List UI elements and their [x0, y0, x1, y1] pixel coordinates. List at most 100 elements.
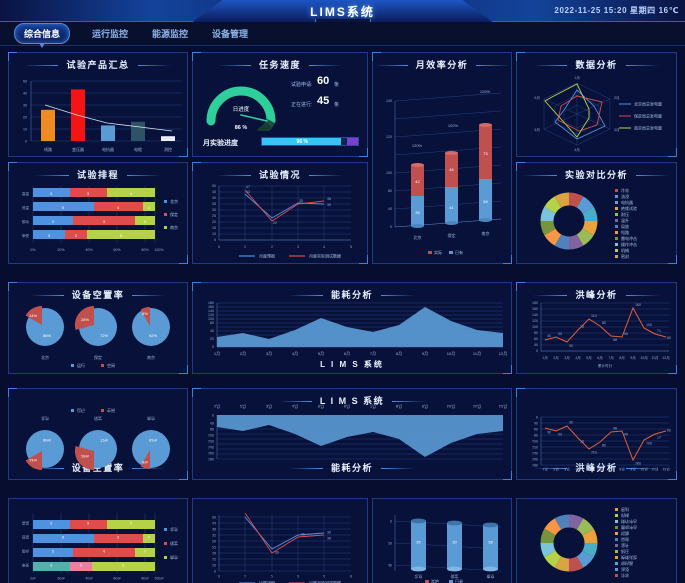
svg-text:3月: 3月: [564, 467, 570, 472]
svg-text:4月: 4月: [575, 467, 581, 472]
svg-text:20%: 20%: [57, 576, 65, 580]
svg-text:1: 1: [148, 535, 151, 540]
svg-text:71: 71: [657, 329, 661, 333]
panel-title-product-summary: 试验产品汇总: [9, 58, 187, 71]
svg-text:1月: 1月: [542, 467, 548, 472]
svg-text:4月: 4月: [575, 355, 581, 360]
panel-title-test-status: 试验情况: [193, 168, 367, 181]
svg-text:2: 2: [130, 521, 133, 526]
app-title: LIMS系统: [310, 5, 375, 19]
nav-item-comprehensive[interactable]: 综合信息: [14, 23, 71, 48]
svg-text:电抗器: 电抗器: [621, 199, 633, 205]
stat-ongoing-label: 正在进行:: [291, 102, 313, 108]
svg-text:3: 3: [117, 535, 120, 540]
svg-text:100: 100: [646, 323, 652, 327]
svg-text:73: 73: [483, 151, 488, 156]
svg-text:密封: 密封: [621, 507, 629, 513]
svg-text:1: 1: [244, 574, 246, 578]
svg-text:8月: 8月: [619, 467, 625, 472]
panel-title-flood-2: 洪峰分析: [517, 461, 676, 474]
svg-text:9月: 9月: [630, 467, 636, 472]
svg-text:累计时针: 累计时针: [598, 363, 613, 368]
svg-text:120: 120: [532, 445, 538, 449]
panel-test-schedule: 试验排程 3 3 4 5 4 1 2 3 1 3 2 5 高温 低温 振动 审受 0% 20% …: [8, 162, 188, 264]
chart-energy-area: 180 160 140 120 100 80 40 20 0 1月 2月 3月 …: [208, 301, 507, 356]
svg-text:局放: 局放: [621, 223, 629, 229]
svg-text:高温: 高温: [22, 521, 30, 526]
svg-text:140: 140: [532, 451, 538, 455]
svg-text:12月: 12月: [499, 404, 507, 409]
svg-text:80: 80: [210, 427, 214, 431]
panel-test-schedule-reflection: 3 2 4 2 4 1 5 3 1 3 3 2 审受 振动 低温 高温 0% 20% 40% 6…: [8, 498, 188, 583]
svg-text:低温: 低温: [22, 205, 30, 210]
svg-text:60: 60: [534, 427, 538, 431]
svg-text:4: 4: [323, 245, 325, 249]
svg-text:耐压: 耐压: [621, 549, 629, 555]
svg-text:55: 55: [558, 432, 562, 436]
svg-text:110: 110: [591, 450, 597, 454]
svg-text:北京: 北京: [41, 416, 49, 422]
svg-text:3月: 3月: [266, 351, 272, 356]
svg-text:1月: 1月: [574, 75, 580, 80]
chart-donut-experiment-compare: 冷冻 油浸 电抗器 绝缘试验 耐压 温升 局放 短路 雷电冲击 操作冲击 机械 …: [540, 187, 637, 259]
svg-text:审受: 审受: [22, 233, 30, 238]
svg-text:北京局总发电量: 北京局总发电量: [634, 101, 662, 107]
svg-text:71: 71: [657, 435, 661, 439]
svg-text:180: 180: [208, 301, 214, 305]
svg-text:10月: 10月: [447, 404, 455, 409]
panel-flood-reflection: 洪峰分析 180 160 140 120 100 80 60 40 0 40 55…: [516, 388, 677, 480]
svg-text:22: 22: [273, 221, 277, 225]
stat-request-unit: 条: [334, 82, 340, 88]
panel-title-month-efficiency: 月效率分析: [373, 58, 511, 71]
svg-text:30: 30: [23, 104, 27, 108]
svg-text:40%: 40%: [85, 248, 93, 252]
svg-text:雷电冲击: 雷电冲击: [621, 525, 637, 531]
panel-test-status: 试验情况 50 45 40 35 30 25 20 15 10 0 47 43 2…: [192, 162, 368, 264]
nav-item-run-monitor[interactable]: 运行监控: [92, 29, 129, 39]
panel-title-energy-2: L I M S 系统: [193, 394, 511, 407]
svg-text:20%: 20%: [57, 248, 65, 252]
svg-text:3: 3: [297, 245, 299, 249]
svg-text:100%: 100%: [154, 576, 164, 580]
svg-text:22: 22: [301, 532, 305, 536]
svg-text:保定: 保定: [448, 232, 456, 238]
svg-text:38: 38: [212, 527, 216, 531]
svg-text:北京: 北京: [414, 234, 422, 240]
svg-text:1: 1: [244, 245, 246, 249]
chart-device-idle-pies: 86% 14% 北京 72% 28% 保定 92% 8% 南京 运行 空闲: [25, 305, 170, 368]
svg-text:180: 180: [532, 463, 538, 467]
panel-title-flood: 洪峰分析: [517, 288, 676, 301]
svg-text:2: 2: [271, 245, 273, 249]
svg-text:1: 1: [148, 205, 151, 210]
svg-text:7月: 7月: [608, 355, 614, 360]
svg-text:保定: 保定: [94, 354, 102, 360]
nav-item-energy-monitor[interactable]: 能源监控: [152, 29, 189, 39]
nav-item-device-manage[interactable]: 设备管理: [212, 29, 249, 39]
svg-text:测控: 测控: [164, 146, 172, 152]
stat-request-label: 试验申请:: [291, 82, 313, 88]
svg-text:1月: 1月: [214, 404, 220, 409]
progress-label: 月实验进度: [203, 140, 238, 147]
svg-text:2月: 2月: [240, 404, 246, 409]
svg-text:140: 140: [532, 313, 538, 317]
svg-text:保定: 保定: [451, 574, 459, 580]
svg-text:运行: 运行: [77, 408, 85, 414]
panel-device-idle-reflection: 设备空置率 86% 14% 北京 72% 28% 保定 92% 8% 南京 运行…: [8, 388, 188, 480]
svg-text:5: 5: [350, 245, 352, 249]
svg-text:28%: 28%: [81, 317, 89, 322]
svg-text:绝缘试验: 绝缘试验: [621, 555, 637, 561]
svg-text:11月: 11月: [651, 355, 658, 360]
stat-request-value: 60: [317, 75, 330, 87]
svg-text:运行: 运行: [77, 362, 85, 368]
svg-text:2月: 2月: [553, 467, 559, 472]
svg-text:9月: 9月: [422, 404, 428, 409]
svg-text:0: 0: [218, 245, 220, 249]
svg-text:3: 3: [87, 521, 90, 526]
svg-text:120: 120: [208, 439, 214, 443]
panel-data-analysis: 数据分析 1月 2月 3月 4月 5月 6月 北京局总发电量 保定局总发电量 南…: [516, 52, 677, 157]
svg-text:操作冲击: 操作冲击: [621, 519, 637, 525]
svg-text:180: 180: [208, 457, 214, 461]
svg-text:4: 4: [130, 191, 133, 196]
svg-text:南京: 南京: [482, 230, 490, 236]
svg-text:5: 5: [120, 233, 123, 238]
